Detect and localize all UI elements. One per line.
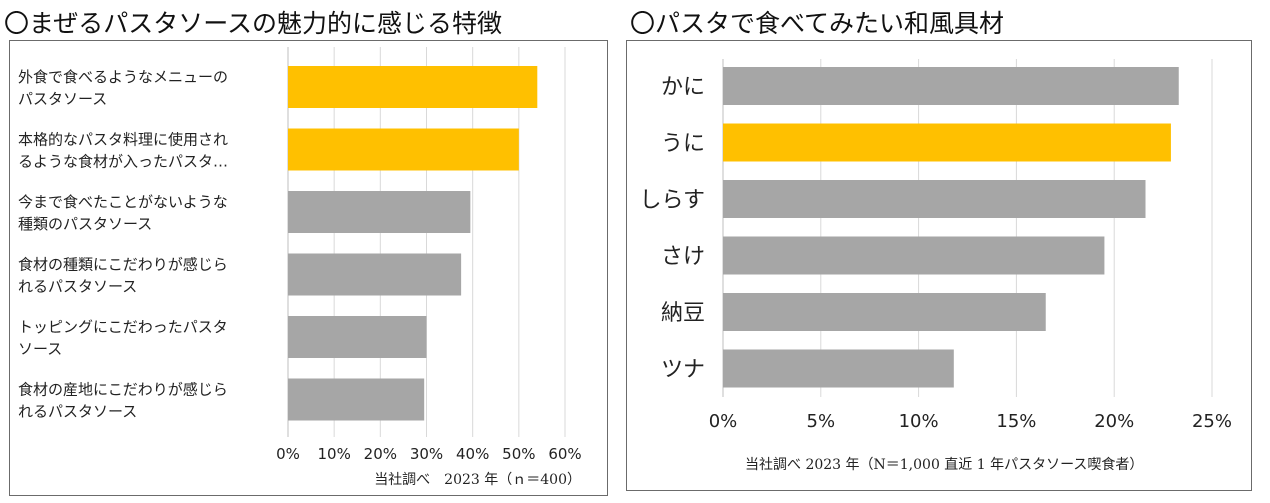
category-label: トッピングにこだわったパスタソース xyxy=(18,318,228,358)
bar xyxy=(288,253,462,296)
category-label-line: れるパスタソース xyxy=(18,278,137,296)
category-label: うに xyxy=(661,132,705,157)
category-label-line: 本格的なパスタ料理に使用され xyxy=(18,131,228,149)
bar xyxy=(723,349,954,388)
tick-label: 30% xyxy=(410,445,443,463)
category-label: 納豆 xyxy=(661,301,705,326)
chart-panel-toppings: かにうにしらすさけ納豆ツナ 0% 5% 10% 15% 20% 25% 当社調べ 2023 年… xyxy=(626,40,1252,491)
category-label-line: 納豆 xyxy=(661,301,705,326)
tick-label: 10% xyxy=(899,411,939,432)
category-label-line: るような食材が入ったパスタ… xyxy=(18,153,228,171)
tick-label: 25% xyxy=(1192,411,1232,432)
tick-label: 60% xyxy=(548,445,581,463)
bar xyxy=(288,128,519,171)
tick-label: 10% xyxy=(317,445,350,463)
bar xyxy=(288,66,538,108)
category-label-line: パスタソース xyxy=(18,90,107,108)
tick-label: 40% xyxy=(456,445,489,463)
category-label-line: 種類のパスタソース xyxy=(18,215,152,233)
category-label: さけ xyxy=(661,245,705,270)
bar xyxy=(288,316,427,358)
chart-panel-features: 外食で食べるようなメニューのパスタソース 本格的なパスタ料理に使用されるような食材… xyxy=(9,40,608,496)
category-label: 外食で食べるようなメニューのパスタソース xyxy=(18,68,228,108)
tick-label: 15% xyxy=(996,411,1036,432)
tick-label: 5% xyxy=(807,411,836,432)
category-label-line: 食材の種類にこだわりが感じら xyxy=(18,256,228,274)
category-label-line: ソース xyxy=(18,340,62,358)
source-note: 当社調べ 2023 年（ｎ＝400） xyxy=(374,472,581,488)
category-label-line: 食材の産地にこだわりが感じら xyxy=(18,381,228,399)
bar-chart-features: 外食で食べるようなメニューのパスタソース本格的なパスタ料理に使用されるような食材… xyxy=(18,47,582,488)
category-label: 本格的なパスタ料理に使用されるような食材が入ったパスタ… xyxy=(18,131,228,171)
category-label: 食材の産地にこだわりが感じられるパスタソース xyxy=(18,381,228,421)
category-label: 今まで食べたことがないような種類のパスタソース xyxy=(18,193,228,233)
chart-title-toppings: 〇パスタで食べてみたい和風具材 xyxy=(630,9,1005,38)
category-label-line: しらす xyxy=(639,188,705,213)
chart-title-features: 〇まぜるパスタソースの魅力的に感じる特徴 xyxy=(4,9,503,38)
tick-label: 20% xyxy=(1094,411,1134,432)
category-label: かに xyxy=(661,75,705,100)
category-label-line: うに xyxy=(661,132,705,157)
bar xyxy=(723,123,1171,162)
bar xyxy=(288,378,425,421)
category-label: ツナ xyxy=(661,358,705,383)
category-label-line: ツナ xyxy=(661,358,705,383)
category-label-line: れるパスタソース xyxy=(18,403,137,421)
tick-label: 20% xyxy=(364,445,397,463)
source-note: 当社調べ 2023 年（N＝1,000 直近 1 年パスタソース喫食者） xyxy=(745,456,1143,473)
category-label-line: さけ xyxy=(661,245,705,270)
tick-label: 0% xyxy=(276,445,300,463)
tick-label: 50% xyxy=(502,445,535,463)
category-label: しらす xyxy=(639,188,705,213)
tick-label: 0% xyxy=(709,411,738,432)
category-label-line: トッピングにこだわったパスタ xyxy=(18,318,228,336)
category-label-line: 外食で食べるようなメニューの xyxy=(18,68,228,86)
bar xyxy=(288,191,471,233)
category-label-line: かに xyxy=(661,75,705,100)
bar xyxy=(723,67,1179,105)
bar xyxy=(723,293,1046,331)
bar xyxy=(723,236,1105,275)
category-label-line: 今まで食べたことがないような xyxy=(18,193,228,211)
bar xyxy=(723,180,1146,218)
category-label: 食材の種類にこだわりが感じられるパスタソース xyxy=(18,256,228,296)
